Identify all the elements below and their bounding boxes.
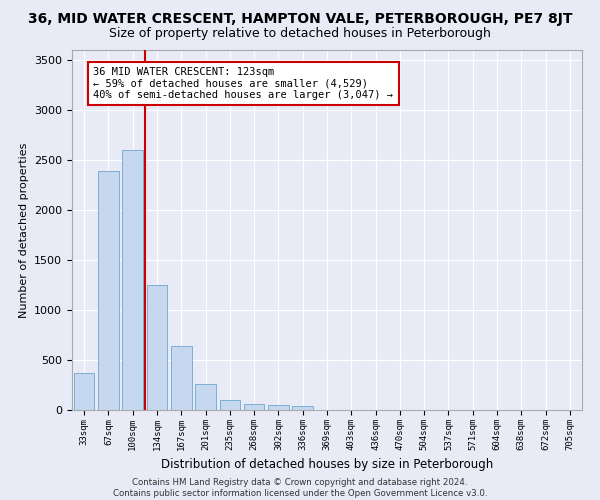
Text: Contains HM Land Registry data © Crown copyright and database right 2024.
Contai: Contains HM Land Registry data © Crown c… — [113, 478, 487, 498]
Y-axis label: Number of detached properties: Number of detached properties — [19, 142, 29, 318]
Bar — [74, 373, 94, 410]
Text: 36 MID WATER CRESCENT: 123sqm
← 59% of detached houses are smaller (4,529)
40% o: 36 MID WATER CRESCENT: 123sqm ← 59% of d… — [94, 67, 394, 100]
Bar — [146, 285, 167, 410]
Bar — [98, 171, 119, 410]
Bar — [244, 404, 265, 410]
Bar — [292, 406, 313, 410]
Bar — [268, 404, 289, 410]
Bar — [195, 384, 216, 410]
Text: 36, MID WATER CRESCENT, HAMPTON VALE, PETERBOROUGH, PE7 8JT: 36, MID WATER CRESCENT, HAMPTON VALE, PE… — [28, 12, 572, 26]
Bar — [171, 346, 191, 410]
Bar — [122, 150, 143, 410]
Text: Size of property relative to detached houses in Peterborough: Size of property relative to detached ho… — [109, 28, 491, 40]
Bar — [220, 400, 240, 410]
X-axis label: Distribution of detached houses by size in Peterborough: Distribution of detached houses by size … — [161, 458, 493, 471]
